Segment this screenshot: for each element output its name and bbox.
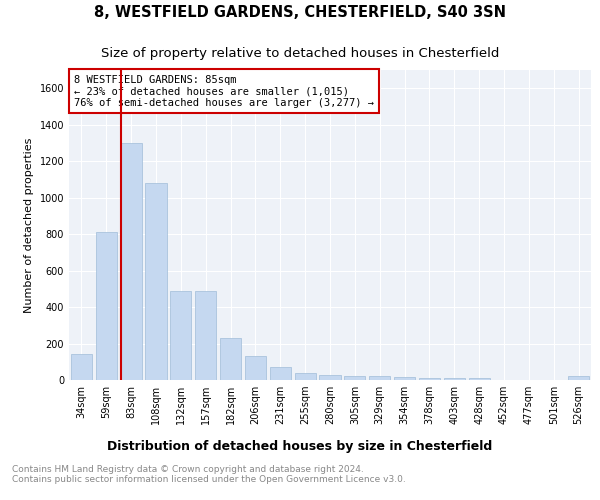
Bar bbox=[419, 378, 440, 380]
Bar bbox=[245, 356, 266, 380]
Bar bbox=[195, 290, 216, 380]
Text: Distribution of detached houses by size in Chesterfield: Distribution of detached houses by size … bbox=[107, 440, 493, 453]
Text: Contains HM Land Registry data © Crown copyright and database right 2024.
Contai: Contains HM Land Registry data © Crown c… bbox=[12, 465, 406, 484]
Bar bbox=[170, 290, 191, 380]
Bar bbox=[394, 378, 415, 380]
Bar bbox=[121, 143, 142, 380]
Text: 8, WESTFIELD GARDENS, CHESTERFIELD, S40 3SN: 8, WESTFIELD GARDENS, CHESTERFIELD, S40 … bbox=[94, 5, 506, 20]
Bar bbox=[270, 367, 291, 380]
Bar bbox=[444, 378, 465, 380]
Bar bbox=[369, 376, 390, 380]
Bar bbox=[71, 354, 92, 380]
Bar bbox=[319, 376, 341, 380]
Bar bbox=[344, 376, 365, 380]
Text: 8 WESTFIELD GARDENS: 85sqm
← 23% of detached houses are smaller (1,015)
76% of s: 8 WESTFIELD GARDENS: 85sqm ← 23% of deta… bbox=[74, 74, 374, 108]
Bar bbox=[96, 232, 117, 380]
Y-axis label: Number of detached properties: Number of detached properties bbox=[24, 138, 34, 312]
Bar bbox=[220, 338, 241, 380]
Bar bbox=[469, 378, 490, 380]
Bar bbox=[568, 376, 589, 380]
Bar bbox=[145, 183, 167, 380]
Bar bbox=[295, 372, 316, 380]
Text: Size of property relative to detached houses in Chesterfield: Size of property relative to detached ho… bbox=[101, 48, 499, 60]
